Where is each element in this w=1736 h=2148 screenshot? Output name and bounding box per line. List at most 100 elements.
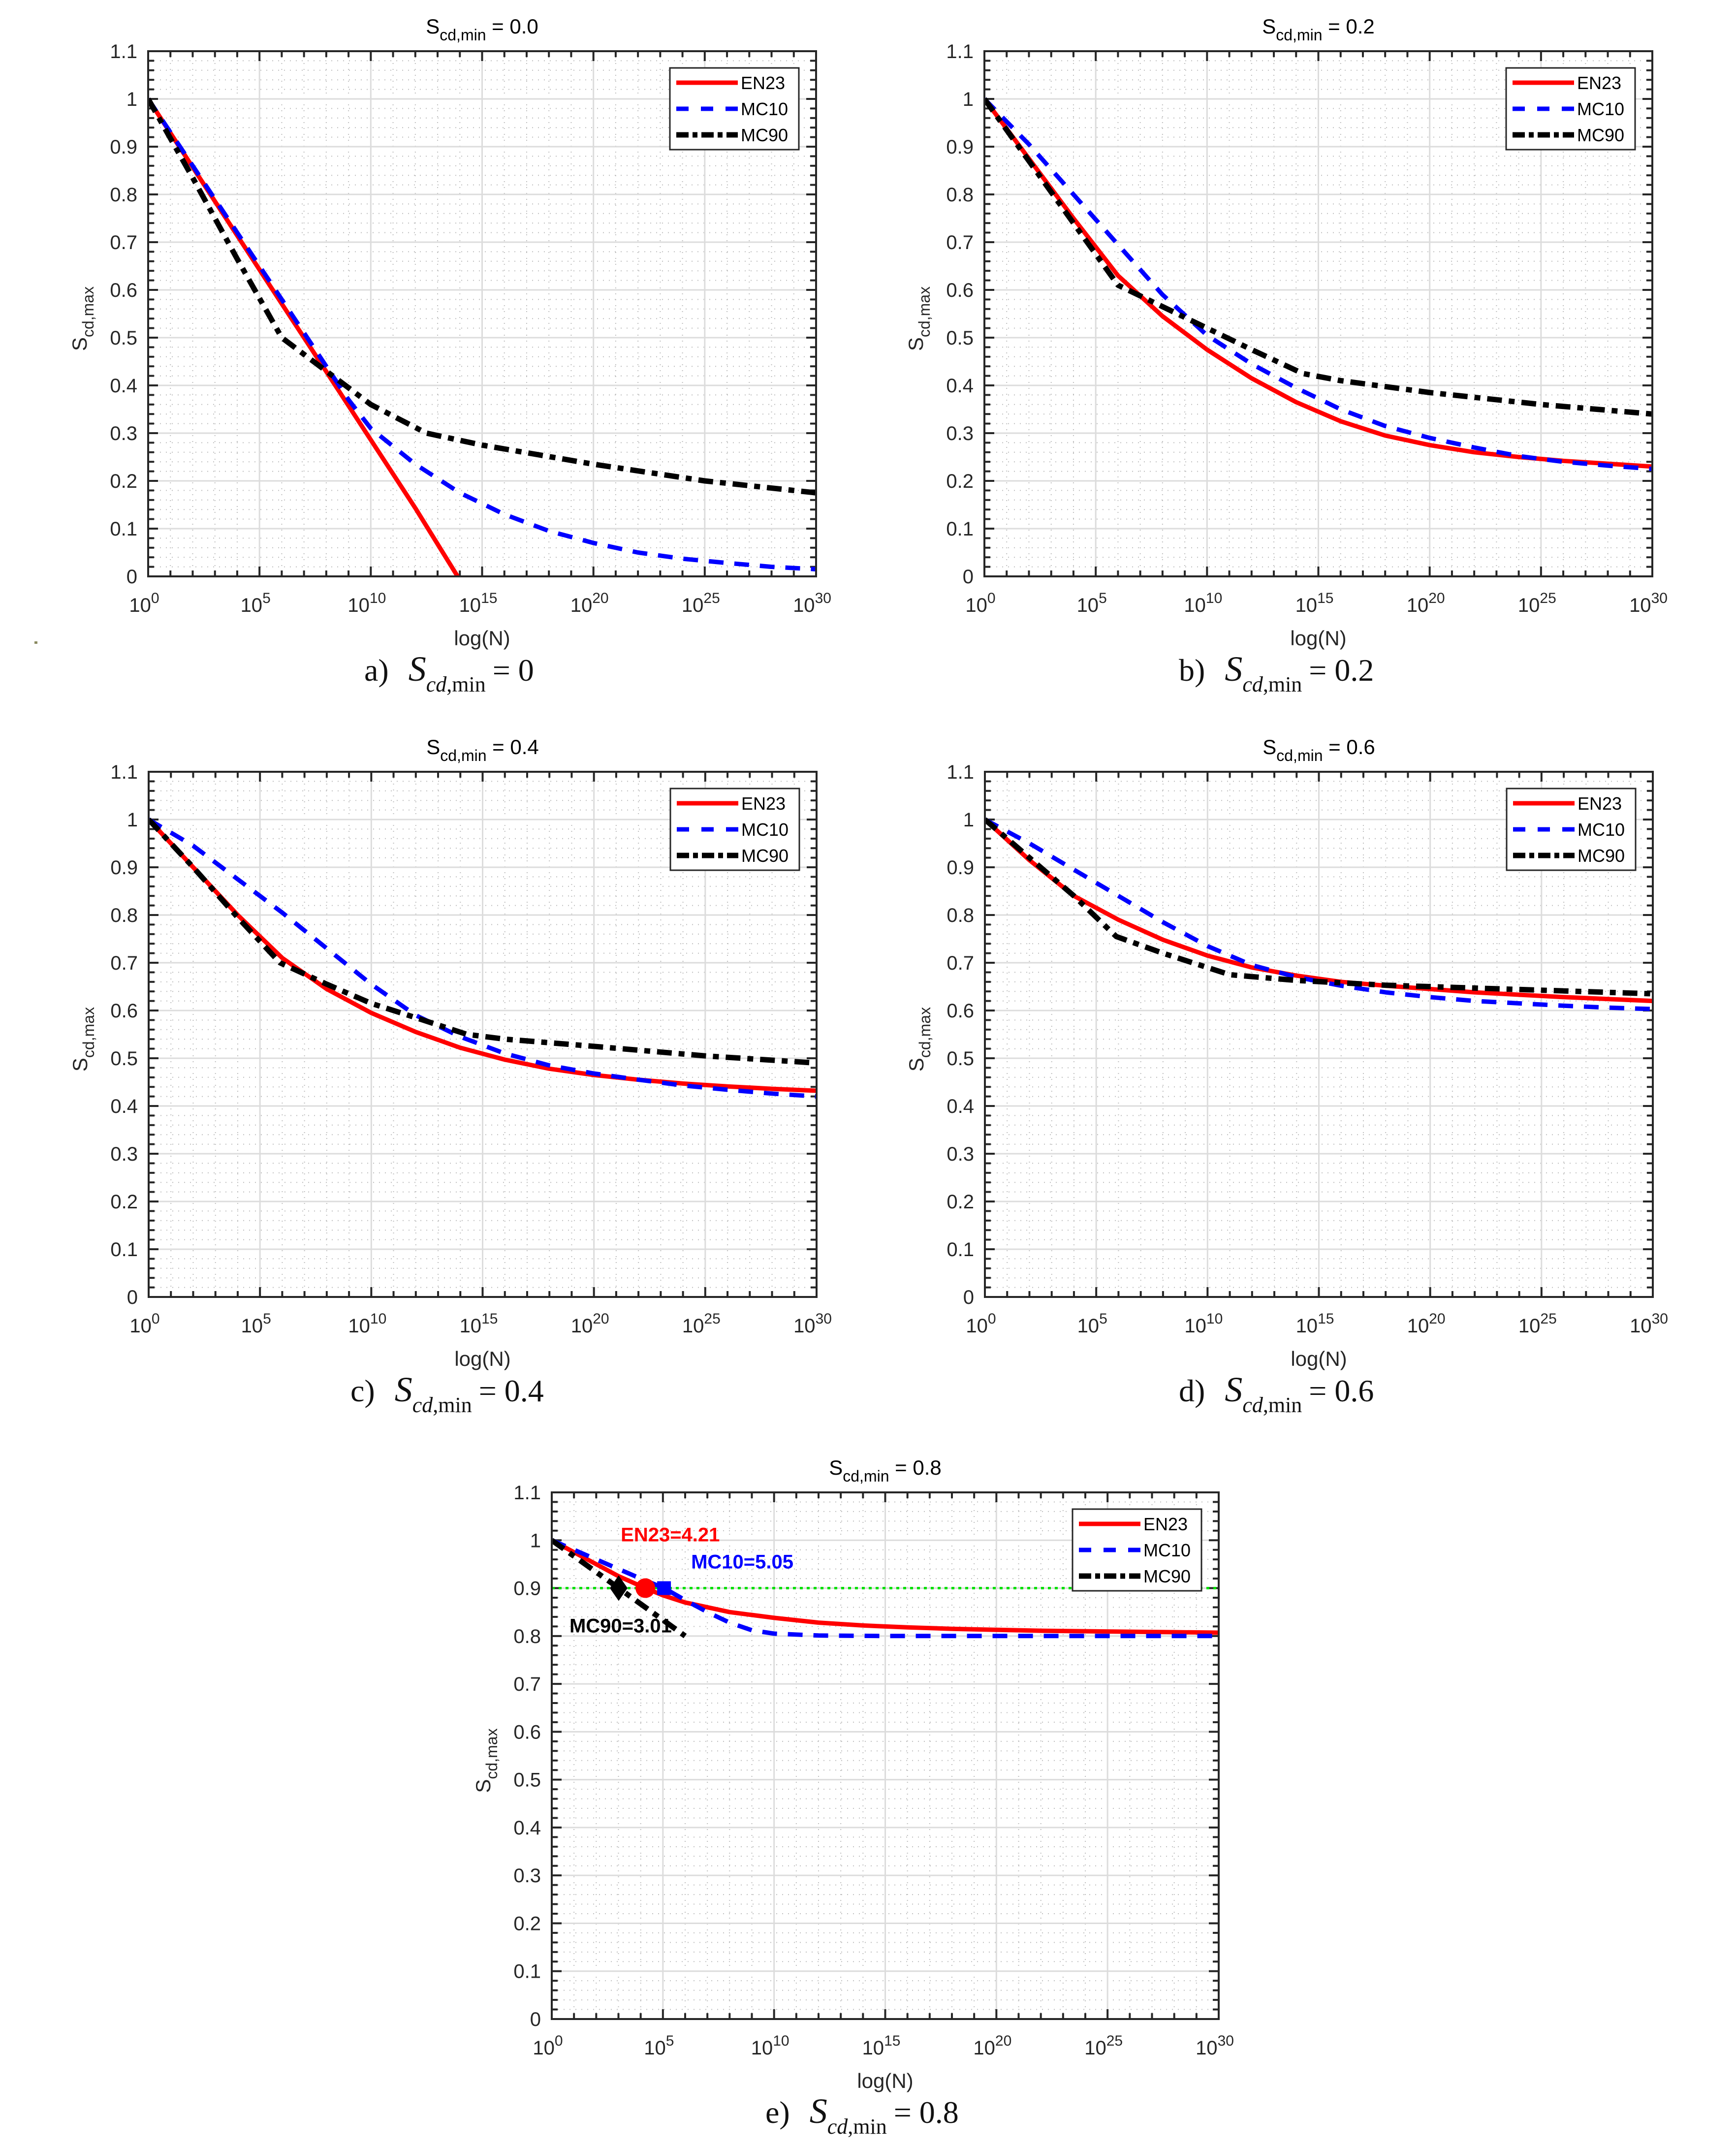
- x-tick-exponent: 25: [704, 1311, 720, 1327]
- y-tick-label: 1.1: [110, 761, 138, 783]
- x-tick-base: 10: [966, 1315, 988, 1337]
- caption-label: b): [1179, 653, 1205, 688]
- title-sub: cd,min: [440, 747, 486, 764]
- y-tick-label: 0: [127, 1287, 138, 1308]
- x-tick-exponent: 5: [1099, 590, 1107, 606]
- caption-value: 0.8: [919, 2095, 959, 2130]
- legend: EN23 MC10 MC90: [669, 788, 800, 871]
- x-tick-exponent: 5: [263, 1311, 271, 1327]
- y-tick-label: 0.2: [513, 1913, 541, 1934]
- marker-label-en23: EN23=4.21: [621, 1524, 720, 1546]
- title-sub: cd,min: [843, 1467, 889, 1485]
- legend-label-mc90: MC90: [1143, 1566, 1191, 1586]
- caption-symbol: S: [408, 649, 426, 689]
- x-tick-exponent: 15: [481, 590, 497, 606]
- y-axis-label: Scd,max: [904, 286, 933, 351]
- x-tick-label: 1015: [459, 590, 498, 616]
- x-tick-label: 100: [965, 590, 995, 616]
- title-value: = 0.8: [889, 1456, 942, 1479]
- y-axis-label-sub: cd,max: [916, 1007, 934, 1058]
- y-tick-label: 0.1: [513, 1961, 541, 1983]
- caption-label: e): [765, 2095, 790, 2130]
- caption-symbol: S: [1225, 1370, 1243, 1409]
- x-tick-base: 10: [1518, 595, 1540, 616]
- y-tick-label: 0.6: [947, 1000, 974, 1022]
- legend-label-en23: EN23: [1578, 793, 1622, 814]
- x-tick-exponent: 30: [816, 1311, 832, 1327]
- x-tick-label: 1015: [1295, 590, 1334, 616]
- y-axis-label: Scd,max: [905, 1007, 934, 1072]
- y-tick-label: 1.1: [513, 1482, 541, 1504]
- y-axis-label-sub: cd,max: [915, 286, 933, 337]
- legend-label-en23: EN23: [741, 793, 786, 814]
- x-tick-base: 10: [348, 1315, 370, 1337]
- x-tick-label: 105: [1077, 590, 1107, 616]
- x-tick-exponent: 5: [262, 590, 271, 606]
- x-tick-exponent: 10: [1206, 1311, 1223, 1327]
- x-tick-label: 105: [241, 1311, 271, 1337]
- series-line-mc90: [149, 818, 817, 1066]
- series-line-mc10: [148, 97, 816, 571]
- x-tick-label: 1020: [570, 590, 609, 616]
- marker-label-mc90: MC90=3.01: [569, 1615, 672, 1637]
- title-value: = 0.0: [486, 15, 538, 38]
- y-tick-label: 0.7: [946, 232, 974, 253]
- y-tick-label: 1: [127, 809, 138, 831]
- x-axis-label: log(N): [1291, 1347, 1347, 1370]
- y-tick-label: 1: [963, 809, 974, 831]
- y-tick-label: 0.6: [110, 280, 137, 301]
- caption-b: b) Scd,min = 0.2: [1179, 649, 1374, 696]
- x-tick-exponent: 0: [152, 1311, 160, 1327]
- x-tick-label: 1030: [793, 1311, 832, 1337]
- minor-grid: [149, 772, 817, 1297]
- series-line-mc10: [984, 97, 1652, 472]
- y-tick-label: 0.7: [110, 232, 137, 253]
- legend-label-mc90: MC90: [1578, 846, 1625, 866]
- y-tick-label: 0.7: [110, 952, 138, 974]
- x-tick-label: 1015: [460, 1311, 498, 1337]
- x-tick-label: 100: [129, 1311, 159, 1337]
- x-tick-exponent: 20: [995, 2033, 1011, 2049]
- x-tick-label: 105: [1077, 1311, 1107, 1337]
- x-tick-base: 10: [682, 1315, 704, 1337]
- minor-grid: [984, 51, 1652, 576]
- x-tick-exponent: 20: [1429, 1311, 1445, 1327]
- y-tick-label: 0.5: [110, 327, 137, 349]
- marker-diamond: [609, 1575, 628, 1601]
- legend-label-mc10: MC10: [1143, 1540, 1191, 1560]
- series-line-mc10: [552, 1538, 1219, 1639]
- x-tick-label: 1025: [682, 1311, 721, 1337]
- y-tick-label: 0.4: [946, 375, 974, 397]
- x-tick-base: 10: [1630, 1315, 1652, 1337]
- x-axis-label: log(N): [857, 2069, 913, 2092]
- x-tick-label: 1015: [862, 2033, 901, 2059]
- legend-label-mc10: MC10: [741, 99, 788, 119]
- chart-panel-b: 0 0.1 0.2 0.3 0.4 0.5 0.6 0.7 0.8 0.9 1 1.1 100 105 10…: [891, 0, 1682, 675]
- y-axis-label-sub: cd,max: [483, 1728, 501, 1779]
- x-tick-label: 1020: [1407, 590, 1445, 616]
- legend-label-mc90: MC90: [741, 846, 789, 866]
- y-tick-label: 0.3: [947, 1143, 974, 1165]
- x-tick-label: 1025: [1084, 2033, 1123, 2059]
- x-tick-exponent: 30: [1218, 2033, 1234, 2049]
- y-axis-label-main: S: [904, 337, 927, 351]
- x-tick-label: 1020: [571, 1311, 609, 1337]
- x-tick-base: 10: [1296, 1315, 1318, 1337]
- caption-value: 0.4: [504, 1373, 544, 1408]
- y-tick-label: 0.9: [110, 136, 137, 158]
- y-tick-label: 0.9: [946, 136, 974, 158]
- y-axis-label: Scd,max: [472, 1728, 501, 1793]
- marker-square: [657, 1581, 671, 1595]
- y-tick-label: 0.9: [110, 857, 138, 879]
- series-line-en23: [148, 97, 460, 576]
- series-group: [149, 818, 817, 1099]
- x-axis-label: log(N): [454, 1347, 510, 1370]
- x-tick-exponent: 20: [1428, 590, 1445, 606]
- y-tick-label: 0.6: [513, 1721, 541, 1743]
- x-tick-label: 1030: [1629, 590, 1668, 616]
- caption-value: 0: [518, 653, 534, 688]
- x-tick-label: 105: [241, 590, 271, 616]
- title-main: S: [829, 1456, 843, 1479]
